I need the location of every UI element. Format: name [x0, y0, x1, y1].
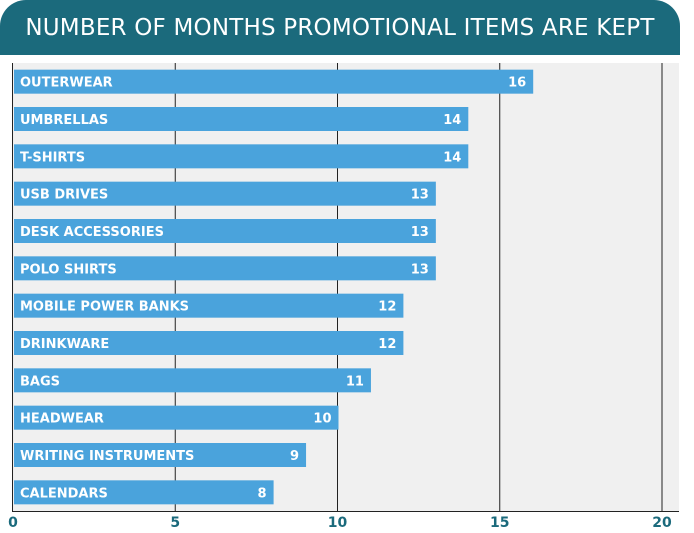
- x-tick-label: 5: [170, 515, 180, 531]
- bar-group: USB DRIVES 13: [14, 181, 436, 206]
- bar: [14, 331, 404, 355]
- x-tick-label: 20: [652, 515, 672, 531]
- bar-group: OUTERWEAR 16: [14, 69, 534, 94]
- bar: [14, 443, 307, 467]
- bar-category-label: CALENDARS: [20, 486, 108, 501]
- bar: [14, 368, 371, 393]
- bar-value-label: 13: [411, 188, 429, 203]
- bar-group: CALENDARS 8: [14, 480, 274, 505]
- bar-category-label: POLO SHIRTS: [20, 262, 117, 277]
- bar: [14, 181, 436, 206]
- x-tick-label: 10: [328, 515, 348, 531]
- bar-category-label: T-SHIRTS: [20, 150, 85, 165]
- x-tick-label: 15: [490, 515, 509, 531]
- bar-value-label: 13: [411, 262, 429, 277]
- bar-category-label: DESK ACCESSORIES: [20, 225, 164, 240]
- bar: [14, 293, 404, 318]
- bar-category-label: WRITING INSTRUMENTS: [20, 449, 194, 464]
- bar-value-label: 9: [290, 449, 299, 464]
- bar-group: WRITING INSTRUMENTS 9: [14, 443, 307, 467]
- bar-group: MOBILE POWER BANKS 12: [14, 293, 404, 318]
- bar-group: BAGS 11: [14, 368, 371, 393]
- bar-value-label: 12: [378, 300, 396, 315]
- bar: [14, 256, 436, 281]
- bar-group: DESK ACCESSORIES 13: [14, 219, 436, 243]
- bar: [14, 107, 469, 131]
- bar-group: DRINKWARE 12: [14, 331, 404, 355]
- bar-value-label: 16: [508, 76, 526, 91]
- bar-group: HEADWEAR 10: [14, 405, 339, 430]
- bar-value-label: 12: [378, 337, 396, 352]
- bar-value-label: 8: [258, 486, 267, 501]
- bar: [14, 69, 534, 94]
- x-tick-label: 0: [8, 515, 18, 531]
- bar-category-label: UMBRELLAS: [20, 113, 108, 128]
- bar-category-label: USB DRIVES: [20, 188, 108, 203]
- bar-group: POLO SHIRTS 13: [14, 256, 436, 281]
- bar: [14, 219, 436, 243]
- chart-title: NUMBER OF MONTHS PROMOTIONAL ITEMS ARE K…: [0, 0, 680, 55]
- bar: [14, 144, 469, 169]
- bar-group: UMBRELLAS 14: [14, 107, 469, 131]
- bar-group: T-SHIRTS 14: [14, 144, 469, 169]
- bar: [14, 480, 274, 505]
- bar: [14, 405, 339, 430]
- bar-category-label: OUTERWEAR: [20, 76, 113, 91]
- bar-value-label: 14: [443, 113, 461, 128]
- bar-value-label: 10: [313, 412, 331, 427]
- bar-category-label: HEADWEAR: [20, 412, 104, 427]
- bar-category-label: DRINKWARE: [20, 337, 109, 352]
- bar-category-label: BAGS: [20, 374, 60, 389]
- plot-area: [12, 63, 679, 512]
- bar-category-label: MOBILE POWER BANKS: [20, 300, 189, 315]
- bar-value-label: 13: [411, 225, 429, 240]
- bar-value-label: 14: [443, 150, 461, 165]
- bar-value-label: 11: [346, 374, 364, 389]
